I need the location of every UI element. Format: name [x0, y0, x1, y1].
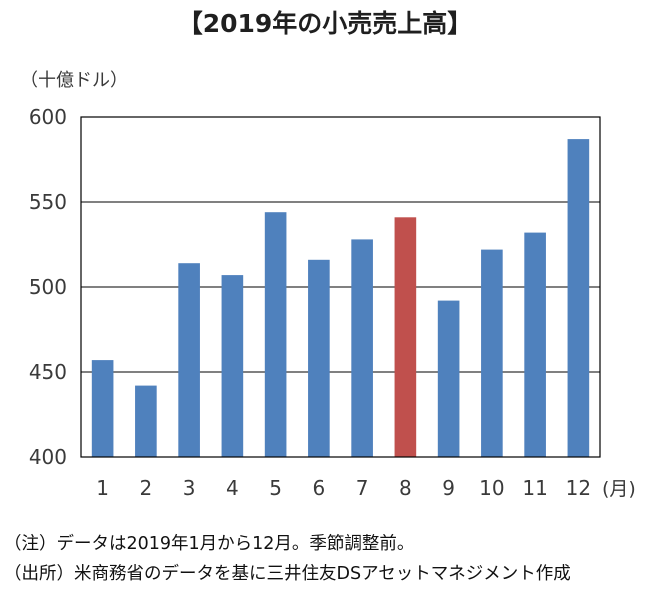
x-tick-labels: 1 2 3 4 5 6 7 8 9 10 11 12: [96, 476, 591, 500]
x-tick-label: 5: [269, 476, 282, 500]
bar-6: [308, 259, 330, 457]
y-unit-label: （十億ドル）: [20, 70, 128, 91]
y-tick-label: 400: [29, 445, 67, 469]
y-tick-label: 500: [29, 275, 67, 299]
bar-3: [178, 263, 200, 457]
x-tick-label: 12: [566, 476, 591, 500]
bar-5: [264, 212, 287, 457]
bar-1: [91, 360, 114, 457]
x-tick-label: 3: [183, 476, 196, 500]
y-tick-label: 550: [29, 190, 67, 214]
bar-2: [135, 385, 157, 457]
x-tick-label: 9: [442, 476, 455, 500]
plot-frame: [80, 116, 601, 458]
note-line: （注）データは2019年1月から12月。季節調整前。: [4, 534, 415, 554]
x-tick-label: 6: [313, 476, 326, 500]
x-tick-label: 7: [356, 476, 369, 500]
bar-9: [437, 300, 460, 457]
x-tick-label: 11: [522, 476, 547, 500]
x-tick-label: 4: [226, 476, 239, 500]
bar-10: [481, 249, 503, 457]
bar-7: [351, 239, 373, 457]
bar-4: [221, 275, 244, 457]
bar-12: [567, 139, 590, 457]
bar-8: [394, 217, 417, 457]
x-tick-label: 8: [399, 476, 412, 500]
gridlines: [81, 116, 600, 458]
bar-11: [524, 232, 546, 457]
bars: [91, 139, 590, 457]
x-unit-label: (月): [602, 478, 636, 500]
x-tick-label: 1: [96, 476, 109, 500]
chart-title: 【2019年の小売売上高】: [177, 9, 473, 38]
y-tick-labels: 400 450 500 550 600: [29, 105, 67, 469]
x-tick-label: 2: [140, 476, 153, 500]
source-line: （出所）米商務省のデータを基に三井住友DSアセットマネジメント作成: [4, 564, 571, 584]
x-tick-label: 10: [479, 476, 504, 500]
y-tick-label: 450: [29, 360, 67, 384]
y-tick-label: 600: [29, 105, 67, 129]
